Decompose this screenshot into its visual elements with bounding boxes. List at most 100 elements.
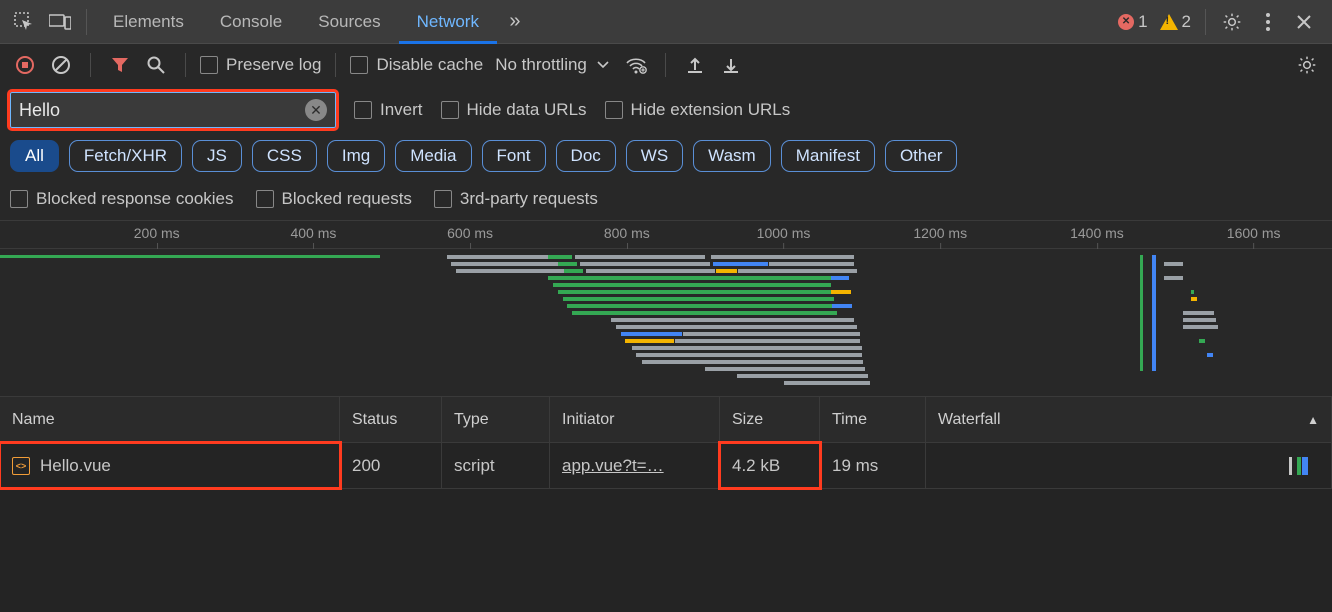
type-chip-manifest[interactable]: Manifest — [781, 140, 875, 172]
search-icon[interactable] — [141, 50, 171, 80]
type-chip-ws[interactable]: WS — [626, 140, 683, 172]
warning-count-badge[interactable]: 2 — [1160, 12, 1191, 32]
overview-bar — [738, 269, 857, 273]
timeline-overview[interactable] — [0, 249, 1332, 397]
overview-bar — [451, 262, 558, 266]
ruler-tick: 1600 ms — [1227, 225, 1281, 241]
overview-bar — [713, 262, 768, 266]
overview-bar — [1183, 325, 1217, 329]
settings-gear-icon[interactable] — [1214, 4, 1250, 40]
type-chip-img[interactable]: Img — [327, 140, 385, 172]
overview-bar — [1191, 297, 1197, 301]
overview-bar — [1164, 276, 1183, 280]
overview-bar — [564, 269, 583, 273]
ruler-tick: 400 ms — [290, 225, 336, 241]
overview-bar — [1140, 255, 1143, 371]
tab-elements[interactable]: Elements — [95, 0, 202, 44]
filter-input[interactable] — [19, 100, 305, 121]
preserve-log-checkbox[interactable]: Preserve log — [200, 55, 321, 75]
column-header-name[interactable]: Name — [0, 397, 340, 442]
ruler-tick: 600 ms — [447, 225, 493, 241]
ruler-tick: 1000 ms — [757, 225, 811, 241]
overview-bar — [567, 304, 835, 308]
tab-console[interactable]: Console — [202, 0, 300, 44]
overview-bar — [558, 262, 577, 266]
overview-bar — [1191, 290, 1194, 294]
overview-bar — [711, 255, 854, 259]
sort-arrow-icon: ▲ — [1307, 413, 1319, 427]
file-type-icon: <> — [12, 457, 30, 475]
column-header-size[interactable]: Size — [720, 397, 820, 442]
filter-input-container: ✕ — [10, 92, 336, 128]
export-har-icon[interactable] — [716, 50, 746, 80]
type-chip-wasm[interactable]: Wasm — [693, 140, 771, 172]
third-party-requests-checkbox[interactable]: 3rd-party requests — [434, 189, 598, 209]
tabs-overflow-icon[interactable]: » — [497, 4, 533, 40]
column-header-status[interactable]: Status — [340, 397, 442, 442]
disable-cache-checkbox[interactable]: Disable cache — [350, 55, 483, 75]
timeline-ruler[interactable]: 200 ms400 ms600 ms800 ms1000 ms1200 ms14… — [0, 221, 1332, 249]
tab-network[interactable]: Network — [399, 0, 497, 44]
type-chip-css[interactable]: CSS — [252, 140, 317, 172]
table-row[interactable]: <>Hello.vue200scriptapp.vue?t=…4.2 kB19 … — [0, 443, 1332, 489]
clear-filter-icon[interactable]: ✕ — [305, 99, 327, 121]
blocked-response-cookies-checkbox[interactable]: Blocked response cookies — [10, 189, 234, 209]
cell-size: 4.2 kB — [720, 443, 820, 488]
network-settings-gear-icon[interactable] — [1292, 50, 1322, 80]
overview-bar — [572, 311, 837, 315]
type-chip-media[interactable]: Media — [395, 140, 471, 172]
overview-bar — [548, 276, 830, 280]
overview-bar — [447, 255, 549, 259]
type-chip-js[interactable]: JS — [192, 140, 242, 172]
cell-initiator[interactable]: app.vue?t=… — [550, 443, 720, 488]
column-header-time[interactable]: Time — [820, 397, 926, 442]
type-chip-doc[interactable]: Doc — [556, 140, 616, 172]
cell-name[interactable]: <>Hello.vue — [0, 443, 340, 488]
cell-type: script — [442, 443, 550, 488]
ruler-tick: 200 ms — [134, 225, 180, 241]
kebab-menu-icon[interactable] — [1250, 4, 1286, 40]
type-chip-font[interactable]: Font — [482, 140, 546, 172]
hide-extension-urls-checkbox[interactable]: Hide extension URLs — [605, 100, 791, 120]
ruler-tick: 1400 ms — [1070, 225, 1124, 241]
error-count-badge[interactable]: 1 — [1118, 12, 1147, 32]
overview-bar — [1183, 318, 1216, 322]
blocked-requests-checkbox[interactable]: Blocked requests — [256, 189, 412, 209]
type-chip-all[interactable]: All — [10, 140, 59, 172]
overview-bar — [832, 304, 852, 308]
type-chip-fetch-xhr[interactable]: Fetch/XHR — [69, 140, 182, 172]
waterfall-segment — [1297, 457, 1301, 475]
overview-bar — [737, 374, 869, 378]
column-header-waterfall[interactable]: Waterfall▲ — [926, 397, 1332, 442]
overview-bar — [683, 332, 860, 336]
overview-bar — [553, 283, 830, 287]
device-toolbar-icon[interactable] — [42, 4, 78, 40]
overview-bar — [1207, 353, 1213, 357]
overview-bar — [831, 290, 851, 294]
waterfall-segment — [1302, 457, 1308, 475]
network-conditions-icon[interactable] — [621, 50, 651, 80]
column-header-type[interactable]: Type — [442, 397, 550, 442]
overview-bar — [548, 255, 572, 259]
overview-bar — [621, 332, 682, 336]
invert-checkbox[interactable]: Invert — [354, 100, 423, 120]
overview-bar — [1164, 262, 1183, 266]
type-chip-other[interactable]: Other — [885, 140, 958, 172]
inspect-element-icon[interactable] — [6, 4, 42, 40]
clear-log-icon[interactable] — [46, 50, 76, 80]
filter-toggle-icon[interactable] — [105, 50, 135, 80]
overview-bar — [0, 255, 380, 258]
record-button[interactable] — [10, 50, 40, 80]
column-header-initiator[interactable]: Initiator — [550, 397, 720, 442]
overview-bar — [1183, 311, 1214, 315]
overview-bar — [625, 339, 674, 343]
waterfall-segment — [1289, 457, 1292, 475]
overview-bar — [616, 325, 857, 329]
close-devtools-icon[interactable] — [1286, 4, 1322, 40]
throttling-select[interactable]: No throttling — [489, 55, 615, 75]
overview-bar — [456, 269, 564, 273]
tab-sources[interactable]: Sources — [300, 0, 398, 44]
import-har-icon[interactable] — [680, 50, 710, 80]
hide-data-urls-checkbox[interactable]: Hide data URLs — [441, 100, 587, 120]
overview-bar — [575, 255, 705, 259]
